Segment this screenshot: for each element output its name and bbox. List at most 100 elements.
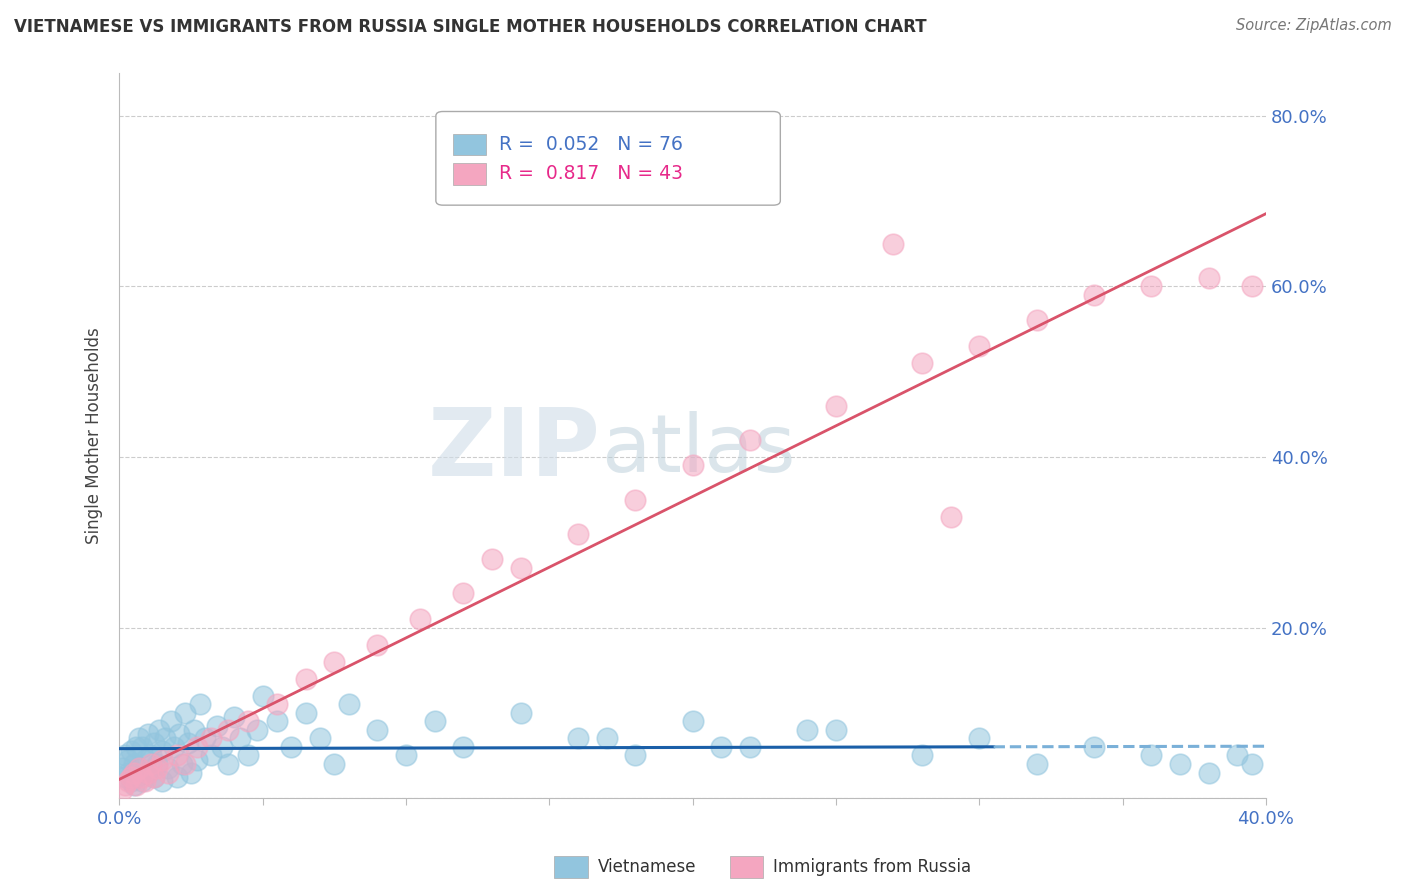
Point [1198, 765, 1220, 780]
Point [186, 753, 208, 767]
Point [125, 778, 148, 792]
Point [252, 689, 274, 703]
Point [136, 727, 159, 741]
Point [738, 433, 761, 447]
Point [172, 757, 194, 772]
Point [134, 753, 156, 767]
Point [395, 748, 418, 763]
Point [145, 757, 167, 772]
Point [969, 339, 991, 353]
Point [120, 774, 142, 789]
Point [323, 655, 346, 669]
Point [188, 698, 211, 712]
Point [228, 731, 250, 746]
Point [217, 723, 239, 737]
Point [337, 698, 360, 712]
Point [1025, 313, 1047, 327]
Point [796, 723, 818, 737]
Text: Vietnamese: Vietnamese [598, 858, 696, 876]
Point [150, 753, 173, 767]
Point [200, 731, 222, 746]
Point [453, 586, 475, 600]
Point [710, 739, 733, 754]
Point [595, 731, 617, 746]
Point [1140, 748, 1163, 763]
Point [911, 748, 934, 763]
Point [509, 706, 531, 720]
Point [111, 761, 134, 775]
Point [266, 698, 288, 712]
Point [139, 757, 162, 772]
Point [180, 765, 202, 780]
Point [117, 753, 139, 767]
Text: ZIP: ZIP [427, 404, 600, 496]
Y-axis label: Single Mother Households: Single Mother Households [86, 327, 103, 544]
Point [131, 774, 153, 789]
Point [120, 744, 142, 758]
Point [1168, 757, 1191, 772]
Text: Immigrants from Russia: Immigrants from Russia [773, 858, 972, 876]
Point [1226, 748, 1249, 763]
Point [122, 778, 145, 792]
Point [169, 727, 191, 741]
Point [309, 731, 332, 746]
Point [222, 710, 245, 724]
Text: R =  0.817   N = 43: R = 0.817 N = 43 [499, 164, 683, 184]
Point [409, 612, 432, 626]
Point [1025, 757, 1047, 772]
Point [122, 765, 145, 780]
Point [453, 739, 475, 754]
Point [160, 714, 183, 729]
Point [246, 723, 269, 737]
Point [238, 714, 260, 729]
Point [136, 765, 159, 780]
Point [1240, 757, 1263, 772]
Point [509, 561, 531, 575]
Point [142, 736, 165, 750]
Point [114, 770, 136, 784]
Point [682, 458, 704, 473]
Point [682, 714, 704, 729]
Point [166, 770, 188, 784]
Point [139, 748, 162, 763]
Point [211, 739, 233, 754]
Point [969, 731, 991, 746]
Point [136, 765, 159, 780]
Point [177, 736, 200, 750]
Point [120, 770, 142, 784]
Point [911, 356, 934, 370]
Point [128, 761, 150, 775]
Point [114, 748, 136, 763]
Point [825, 723, 848, 737]
Point [939, 509, 962, 524]
Point [174, 706, 197, 720]
Point [150, 774, 173, 789]
Point [738, 739, 761, 754]
Point [294, 672, 316, 686]
Point [1083, 287, 1105, 301]
Point [156, 761, 179, 775]
Point [128, 761, 150, 775]
Point [134, 774, 156, 789]
Point [624, 492, 647, 507]
Point [150, 744, 173, 758]
Point [145, 761, 167, 775]
Point [294, 706, 316, 720]
Point [156, 765, 179, 780]
Point [366, 723, 388, 737]
Point [163, 739, 186, 754]
Point [266, 714, 288, 729]
Point [280, 739, 302, 754]
Point [1198, 270, 1220, 285]
Point [323, 757, 346, 772]
Point [238, 748, 260, 763]
Point [148, 723, 170, 737]
Text: atlas: atlas [600, 411, 796, 489]
Point [166, 748, 188, 763]
Point [117, 774, 139, 789]
Point [125, 739, 148, 754]
Point [366, 638, 388, 652]
Point [183, 723, 205, 737]
Point [217, 757, 239, 772]
Point [131, 739, 153, 754]
